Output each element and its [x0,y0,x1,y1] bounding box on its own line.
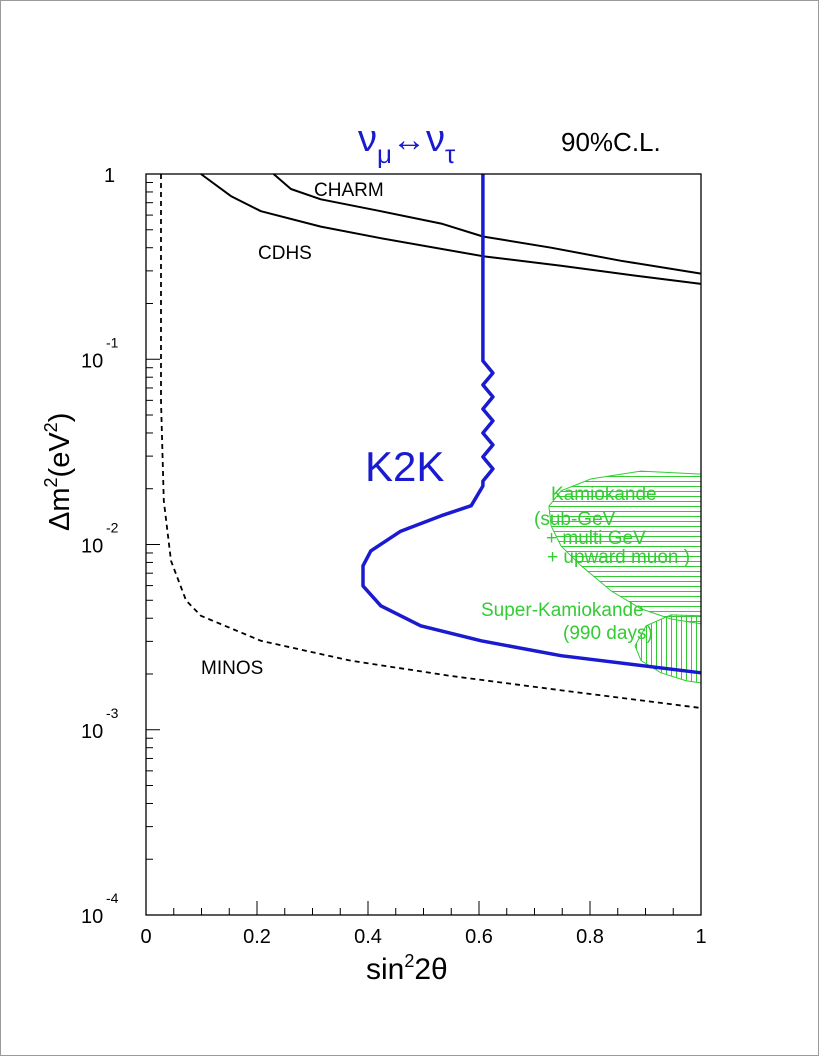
x-tick-label: 0 [140,926,151,948]
label-kamiokande-1: Kamiokande [551,484,657,505]
label-superk-1: Super-Kamiokande [481,600,644,621]
y-axis-label: Δm2(eV2) [41,413,76,531]
y-tick-label: 10 [81,350,103,372]
label-kamiokande-3: + multi GeV [546,528,646,549]
title-sub-tau: τ [445,139,456,169]
y-tick-label: 10 [81,536,103,558]
label-cdhs: CDHS [258,243,312,264]
label-minos: MINOS [201,658,263,679]
y-tick-label: 10 [81,721,103,743]
curve-charm [272,173,702,275]
label-superk-2: (990 days) [563,623,653,644]
title-nu-tau: ν [426,118,445,160]
y-tick-label: 10 [81,906,103,928]
curve-cdhs [200,173,702,285]
x-tick-label: 0.4 [354,926,382,948]
y-tick-label: 1 [104,165,115,187]
y-tick-exponent: -4 [106,890,119,906]
confidence-label: 90%C.L. [561,127,661,157]
x-axis-label: sin22θ [366,951,448,986]
curve-k2k [361,174,702,675]
label-charm: CHARM [314,180,384,201]
x-tick-label: 0.6 [465,926,493,948]
y-tick-exponent: -3 [106,705,119,721]
label-kamiokande-2: (sub-GeV [534,509,616,530]
y-tick-exponent: -1 [106,334,119,350]
y-tick-exponent: -2 [106,520,119,536]
x-tick-label: 0.8 [576,926,604,948]
curve-minos [160,174,702,709]
title-arrow: ↔ [392,121,426,159]
title-nu-mu: ν [358,118,377,160]
label-k2k: K2K [365,443,444,490]
title-sub-mu: μ [377,139,392,169]
title: νμ↔ντ [358,118,456,169]
label-kamiokande-4: + upward muon ) [547,547,690,568]
x-tick-label: 1 [695,926,706,948]
x-tick-label: 0.2 [243,926,271,948]
